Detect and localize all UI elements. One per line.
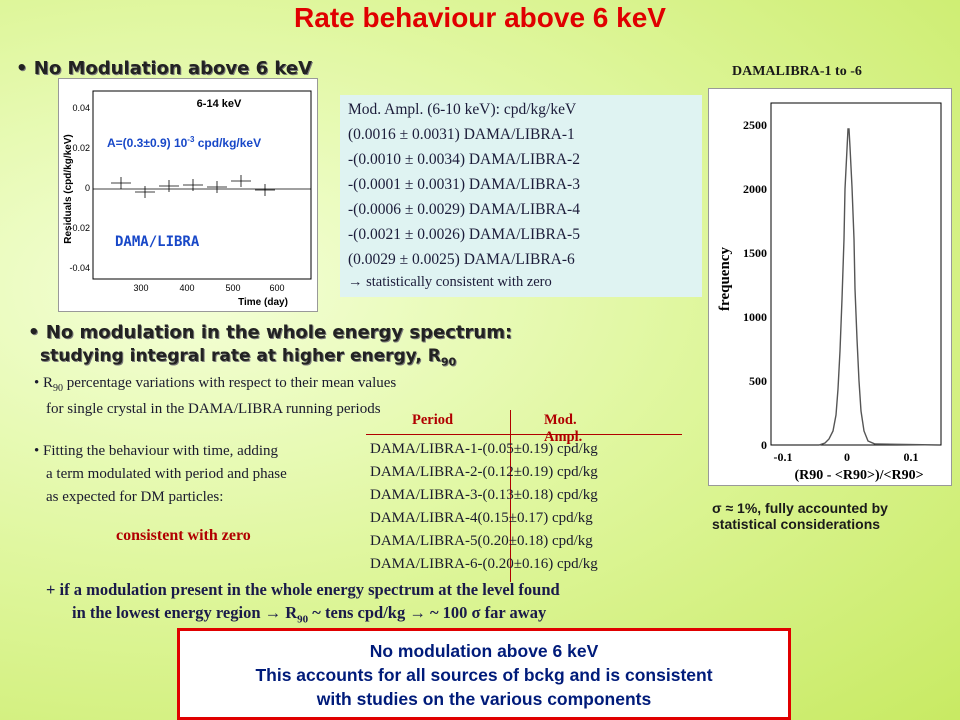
table-row: DAMA/LIBRA-5 (0.20±0.18) cpd/kg — [370, 533, 593, 549]
bullet-fitting: • Fitting the behaviour with time, addin… — [34, 443, 287, 505]
residuals-plot: 0.04 0.02 0 -0.02 -0.04 300 400 500 600 … — [58, 78, 318, 312]
table-row: DAMA/LIBRA-1 -(0.05±0.19) cpd/kg — [370, 441, 598, 457]
histogram-curve — [773, 128, 940, 446]
mod-ampl-header: Mod. Ampl. (6-10 keV): cpd/kg/keV — [348, 101, 577, 118]
histogram-svg: 2500 2000 1500 1000 500 0 -0.1 0 0.1 fre… — [717, 102, 942, 483]
mod-ampl-row: -(0.0010 ± 0.0034) DAMA/LIBRA-2 — [348, 151, 580, 168]
plot-source-label: DAMA/LIBRA — [115, 234, 200, 250]
section1-heading: • No Modulation above 6 keV — [16, 58, 313, 79]
histogram-title: DAMALIBRA-1 to -6 — [732, 64, 862, 79]
note-line2: in the lowest energy region → R90 ~ tens… — [72, 603, 547, 626]
xtick: 600 — [269, 283, 284, 293]
mod-ampl-row: -(0.0021 ± 0.0026) DAMA/LIBRA-5 — [348, 226, 580, 243]
residual-points — [111, 175, 275, 198]
table-row: DAMA/LIBRA-2 -(0.12±0.19) cpd/kg — [370, 464, 598, 480]
xtick: 400 — [179, 283, 194, 293]
plot-xlabel: Time (day) — [238, 297, 288, 308]
note-line1: + if a modulation present in the whole e… — [46, 580, 560, 599]
histogram-plot: 2500 2000 1500 1000 500 0 -0.1 0 0.1 fre… — [708, 88, 952, 486]
ytick: 0.02 — [72, 143, 90, 153]
period-table-body: DAMA/LIBRA-1 -(0.05±0.19) cpd/kg DAMA/LIB… — [370, 438, 598, 576]
hist-ytick: 0 — [761, 438, 767, 452]
table-divider — [510, 410, 511, 582]
table-row: DAMA/LIBRA-6 -(0.20±0.16) cpd/kg — [370, 556, 598, 572]
conclusion-line3: with studies on the various components — [316, 689, 652, 709]
hist-ytick: 500 — [749, 374, 767, 388]
table-header-period: Period — [412, 412, 454, 428]
hist-xtick: -0.1 — [774, 450, 793, 464]
hist-ytick: 1000 — [743, 310, 767, 324]
consistent-with-zero: consistent with zero — [116, 527, 251, 544]
table-row: DAMA/LIBRA-4 (0.15±0.17) cpd/kg — [370, 510, 593, 526]
mod-ampl-row: (0.0029 ± 0.0025) DAMA/LIBRA-6 — [348, 251, 575, 268]
histogram-caption: σ ≈ 1%, fully accounted by statistical c… — [712, 500, 888, 532]
ytick: 0.04 — [72, 103, 90, 113]
hist-xlabel: (R90 - <R90>)/<R90> — [794, 468, 923, 483]
mod-ampl-row: -(0.0001 ± 0.0031) DAMA/LIBRA-3 — [348, 176, 580, 193]
bullet-dot: • — [16, 58, 34, 79]
mod-ampl-box: Mod. Ampl. (6-10 keV): cpd/kg/keV (0.001… — [340, 95, 702, 297]
conclusion-box: No modulation above 6 keV This accounts … — [177, 628, 791, 720]
xtick: 300 — [133, 283, 148, 293]
conclusion-line1: No modulation above 6 keV — [369, 641, 599, 661]
ytick: -0.02 — [69, 223, 90, 233]
fit-amplitude-label: A=(0.3±0.9) 10-3 cpd/kg/keV — [107, 135, 262, 150]
ytick: 0 — [85, 183, 90, 193]
residuals-plot-svg: 0.04 0.02 0 -0.02 -0.04 300 400 500 600 … — [63, 90, 312, 308]
table-header-rule — [366, 434, 682, 435]
ytick: -0.04 — [69, 263, 90, 273]
xtick: 500 — [225, 283, 240, 293]
mod-ampl-row: -(0.0006 ± 0.0029) DAMA/LIBRA-4 — [348, 201, 580, 218]
mod-ampl-row: (0.0016 ± 0.0031) DAMA/LIBRA-1 — [348, 126, 575, 143]
hist-xtick: 0.1 — [904, 450, 919, 464]
conclusion-line2: This accounts for all sources of bckg an… — [255, 665, 713, 685]
hist-xtick: 0 — [844, 450, 850, 464]
hist-ytick: 2500 — [743, 118, 767, 132]
hist-ytick: 2000 — [743, 182, 767, 196]
hist-ylabel: frequency — [717, 247, 733, 311]
bullet-dot: • — [28, 322, 46, 343]
mod-ampl-conclusion: → statistically consistent with zero — [348, 274, 552, 290]
plot-ylabel: Residuals (cpd/kg/keV) — [63, 134, 74, 243]
bullet-r90-variations: • R90 percentage variations with respect… — [34, 375, 397, 417]
section2-subheading: studying integral rate at higher energy,… — [40, 346, 457, 369]
hist-ytick: 1500 — [743, 246, 767, 260]
page-title: Rate behaviour above 6 keV — [294, 2, 666, 33]
table-header-mod-ampl: Mod. Ampl. — [544, 412, 583, 445]
table-row: DAMA/LIBRA-3 -(0.13±0.18) cpd/kg — [370, 487, 598, 503]
section2-heading: • No modulation in the whole energy spec… — [28, 322, 513, 343]
plot-energy-range: 6-14 keV — [197, 98, 242, 110]
